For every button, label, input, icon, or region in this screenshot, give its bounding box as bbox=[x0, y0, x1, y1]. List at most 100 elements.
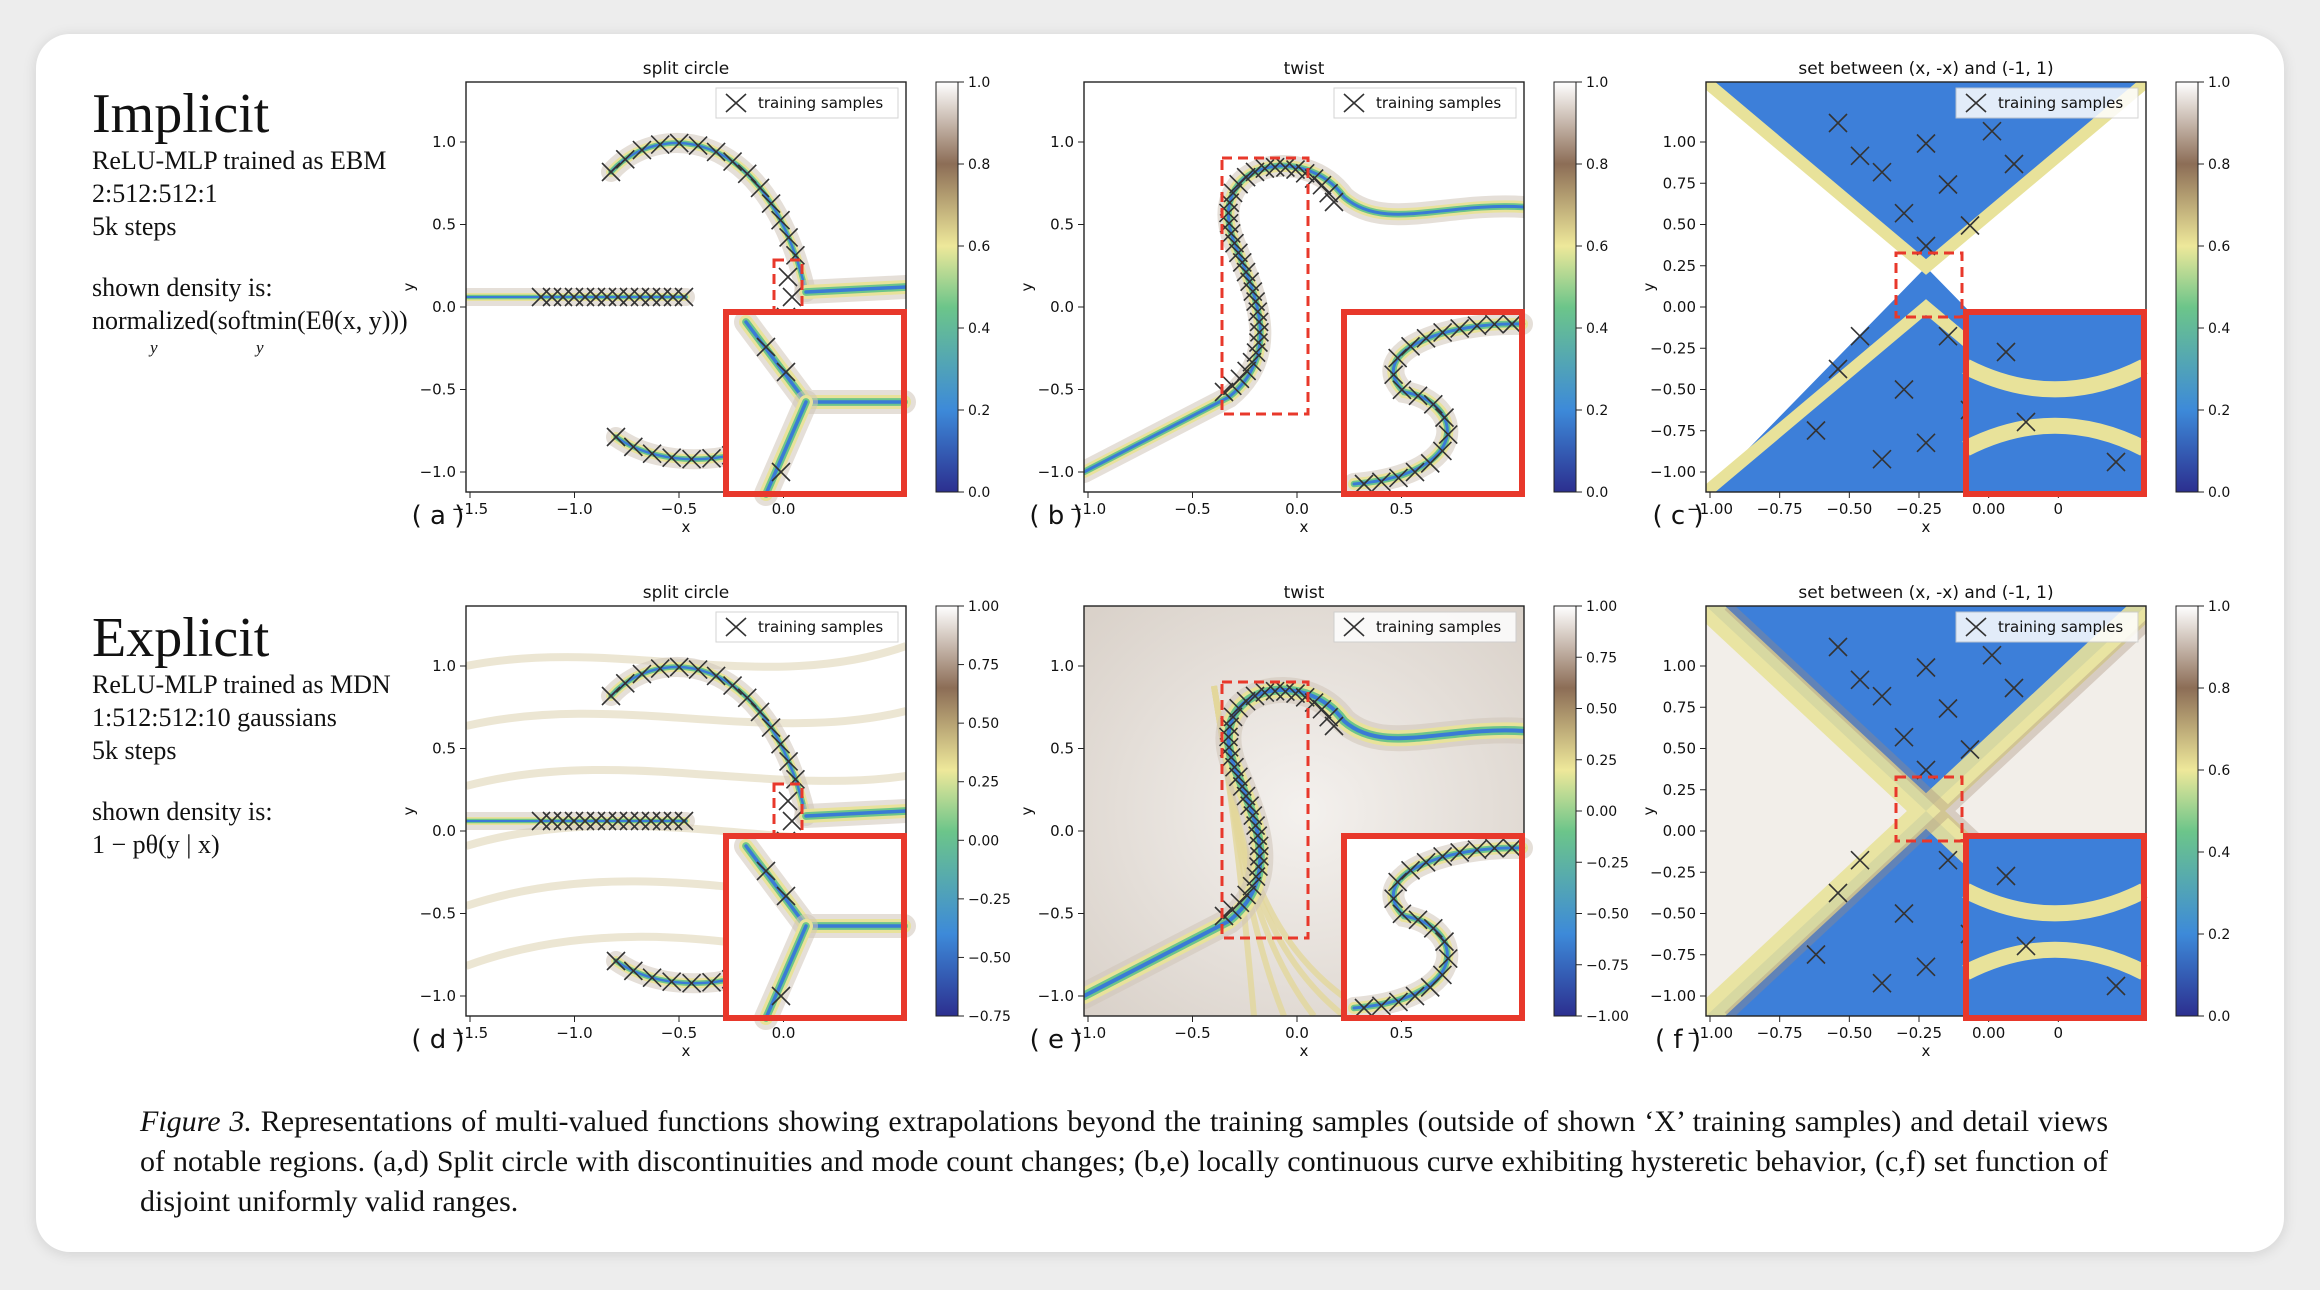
x-tick-label: −1.00 bbox=[1687, 500, 1733, 518]
x-tick-label: −0.25 bbox=[1896, 1024, 1942, 1042]
caption-label: Figure 3. bbox=[140, 1105, 252, 1138]
training-sample-marker bbox=[1285, 684, 1306, 704]
training-sample-marker bbox=[1354, 474, 1374, 494]
x-tick-label: 0 bbox=[2054, 500, 2064, 518]
training-sample-marker bbox=[1850, 850, 1870, 870]
training-sample-marker bbox=[1828, 637, 1848, 657]
legend: training samples bbox=[1955, 611, 2139, 643]
y-tick-label: 0.75 bbox=[1663, 698, 1696, 716]
colorbar-tick-label: 1.0 bbox=[2208, 599, 2230, 615]
training-sample-marker bbox=[2106, 452, 2126, 472]
colorbar-tick-label: 0.6 bbox=[2208, 239, 2230, 255]
training-sample-marker bbox=[1982, 121, 2002, 141]
training-sample-marker bbox=[1220, 193, 1240, 213]
y-tick-label: −1.00 bbox=[1650, 463, 1696, 481]
density-core bbox=[1084, 687, 1524, 998]
training-sample-marker bbox=[1433, 846, 1453, 867]
colorbar-tick-label: 0.4 bbox=[968, 321, 990, 337]
training-sample-marker bbox=[1408, 386, 1428, 406]
x-tick-label: −1.0 bbox=[1070, 1024, 1106, 1042]
training-sample-marker bbox=[615, 673, 635, 693]
x-tick-label: −0.50 bbox=[1826, 500, 1872, 518]
training-sample-marker bbox=[1432, 965, 1452, 985]
training-sample-marker bbox=[1242, 352, 1262, 372]
legend: training samples bbox=[1333, 611, 1517, 643]
x-tick-label: −1.5 bbox=[452, 1024, 488, 1042]
training-sample-marker bbox=[706, 142, 726, 162]
training-sample-marker bbox=[1996, 866, 2016, 886]
training-sample-marker bbox=[1371, 996, 1391, 1016]
training-sample-marker bbox=[1916, 657, 1936, 678]
x-axis-label: x bbox=[1922, 1042, 1931, 1060]
inset-band bbox=[1962, 941, 2148, 980]
y-axis-label: y bbox=[400, 282, 418, 291]
training-sample-marker bbox=[1400, 336, 1421, 356]
plot-area bbox=[1084, 606, 1524, 1016]
plot-frame bbox=[1705, 81, 2147, 493]
training-sample-marker bbox=[606, 951, 626, 971]
legend-label: training samples bbox=[758, 94, 883, 112]
training-sample-marker bbox=[1982, 645, 2002, 665]
colorbar-tick-label: 0.0 bbox=[968, 485, 990, 501]
training-sample-marker bbox=[1423, 918, 1443, 938]
colorbar-tick-label: 0.00 bbox=[1586, 804, 1617, 820]
training-sample-marker bbox=[701, 972, 722, 992]
training-sample-marker bbox=[1938, 326, 1958, 346]
training-sample-marker bbox=[1405, 986, 1425, 1006]
training-sample-marker bbox=[1938, 174, 1958, 195]
training-sample-marker bbox=[1236, 262, 1256, 282]
colorbar bbox=[935, 605, 959, 1017]
legend-box bbox=[715, 87, 899, 119]
colorbar-tick-label: 0.6 bbox=[2208, 763, 2230, 779]
y-tick-label: −0.25 bbox=[1650, 863, 1696, 881]
density-core bbox=[764, 400, 808, 496]
legend-label: training samples bbox=[758, 618, 883, 636]
panel-label: ( f ) bbox=[1655, 1025, 1701, 1055]
training-sample-marker bbox=[1295, 163, 1315, 183]
colorbar-tick-label: −0.50 bbox=[968, 950, 1011, 966]
legend-box bbox=[1955, 611, 2139, 643]
legend-marker bbox=[1343, 93, 1365, 113]
colorbar-tick-label: 0.25 bbox=[968, 775, 999, 791]
training-sample-marker bbox=[1894, 903, 1914, 924]
training-sample-marker bbox=[1894, 379, 1914, 400]
training-sample-marker bbox=[1872, 686, 1892, 706]
legend-marker bbox=[1965, 93, 1987, 113]
legend-label: training samples bbox=[1998, 94, 2123, 112]
x-tick-label: −1.0 bbox=[1070, 500, 1106, 518]
training-sample-marker bbox=[1242, 876, 1262, 896]
training-sample-marker bbox=[632, 140, 652, 160]
training-sample-marker bbox=[1392, 380, 1412, 400]
plot-frame bbox=[465, 605, 907, 1017]
highlight-box bbox=[1220, 680, 1310, 940]
training-sample-marker bbox=[1872, 162, 1892, 182]
training-sample-marker bbox=[1223, 183, 1243, 203]
legend-box bbox=[1955, 87, 2139, 119]
colorbar-tick-label: 1.0 bbox=[2208, 75, 2230, 91]
inset-band bbox=[1962, 359, 2148, 398]
legend-box bbox=[1333, 611, 1517, 643]
inset-background bbox=[1966, 836, 2144, 1018]
training-sample-marker bbox=[1960, 739, 1980, 760]
training-sample-marker bbox=[2016, 936, 2036, 956]
colorbar-tick-label: 0.25 bbox=[1586, 753, 1617, 769]
training-sample-marker bbox=[1236, 786, 1256, 806]
y-tick-label: 0.00 bbox=[1663, 298, 1696, 316]
training-sample-marker bbox=[1828, 359, 1848, 379]
training-sample-marker bbox=[1319, 707, 1339, 727]
y-tick-label: −1.0 bbox=[420, 987, 456, 1005]
training-sample-marker bbox=[1850, 670, 1870, 690]
training-sample-marker bbox=[1354, 998, 1374, 1018]
legend-label: training samples bbox=[1376, 94, 1501, 112]
training-sample-marker bbox=[1938, 850, 1958, 870]
training-sample-marker bbox=[1938, 698, 1958, 719]
y-tick-label: −0.5 bbox=[1038, 381, 1074, 399]
panel-title: set between (x, -x) and (-1, 1) bbox=[1798, 59, 2053, 79]
y-tick-label: −1.0 bbox=[1038, 987, 1074, 1005]
training-sample-marker bbox=[770, 210, 791, 230]
training-sample-marker bbox=[1916, 957, 1936, 977]
desc-line: 5k steps bbox=[92, 736, 177, 765]
colorbar-tick-label: 0.50 bbox=[968, 716, 999, 732]
panel-title: split circle bbox=[643, 59, 729, 79]
training-sample-marker bbox=[1392, 904, 1412, 924]
